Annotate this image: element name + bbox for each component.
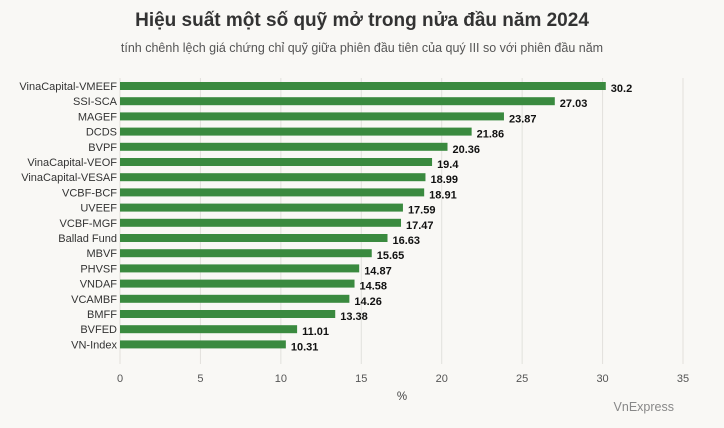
category-label: PHVSF [80, 263, 117, 275]
category-label: BMFF [87, 309, 117, 321]
category-label: MAGEF [78, 111, 117, 123]
category-label: BVPF [88, 142, 117, 154]
bar [120, 234, 388, 242]
value-label: 18.99 [430, 174, 458, 186]
bar [120, 173, 426, 182]
category-label: VCBF-MGF [60, 218, 118, 230]
x-tick-label: 25 [516, 373, 528, 385]
bar [120, 112, 504, 121]
bar [120, 218, 402, 227]
category-label: Ballad Fund [58, 233, 117, 245]
value-labels: 30.2 27.03 23.87 21.86 20.36 19.4 18.99 18.91 17… [291, 83, 632, 353]
value-label: 17.47 [406, 220, 434, 232]
x-tick-label: 35 [677, 373, 689, 385]
value-label: 11.01 [302, 326, 329, 338]
category-label: MBVF [86, 248, 117, 260]
x-tick-label: 0 [117, 373, 123, 385]
bar [120, 264, 360, 273]
value-label: 16.63 [393, 235, 421, 247]
value-label: 19.4 [437, 159, 459, 171]
category-label: DCDS [86, 127, 117, 139]
bar [120, 97, 555, 106]
value-label: 15.65 [377, 250, 405, 262]
bar [120, 82, 606, 90]
x-tick-label: 30 [596, 373, 608, 385]
category-label: UVEEF [80, 203, 117, 215]
source-credit: VnExpress [613, 400, 674, 414]
bar [120, 249, 372, 258]
x-axis-ticks: 0 5 10 15 20 25 30 35 [117, 373, 689, 385]
x-tick-label: 20 [436, 373, 448, 385]
bar [120, 340, 286, 349]
value-label: 17.59 [408, 205, 436, 217]
value-label: 18.91 [429, 189, 457, 201]
bar [120, 142, 448, 151]
x-tick-label: 5 [197, 373, 203, 385]
category-label: VinaCapital-VEOF [27, 157, 117, 169]
category-label: VinaCapital-VMEEF [19, 81, 117, 93]
bar [120, 127, 472, 136]
bar [120, 279, 355, 288]
bar [120, 325, 298, 334]
bar [120, 158, 433, 166]
value-label: 30.2 [611, 83, 632, 95]
bar [120, 188, 425, 197]
value-label: 14.58 [360, 281, 388, 293]
category-label: VinaCapital-VESAF [21, 172, 117, 184]
value-label: 14.26 [354, 296, 382, 308]
category-label: VNDAF [80, 279, 118, 291]
bar [120, 203, 403, 212]
bar [120, 310, 336, 318]
category-label: VN-Index [71, 339, 117, 351]
category-label: VCBF-BCF [62, 187, 117, 199]
value-label: 13.38 [340, 311, 368, 323]
value-label: 27.03 [560, 98, 588, 110]
x-axis-title: % [397, 391, 407, 403]
x-tick-label: 10 [275, 373, 287, 385]
bar [120, 294, 350, 303]
category-label: VCAMBF [71, 294, 117, 306]
value-label: 23.87 [509, 113, 537, 125]
value-label: 14.87 [364, 265, 392, 277]
value-label: 10.31 [291, 341, 319, 353]
chart-title: Hiệu suất một số quỹ mở trong nửa đầu nă… [135, 10, 589, 31]
category-label: SSI-SCA [73, 96, 118, 108]
x-tick-label: 15 [355, 373, 367, 385]
chart-subtitle: tính chênh lệch giá chứng chỉ quỹ giữa p… [120, 41, 604, 55]
category-label: BVFED [80, 324, 117, 336]
category-labels: VinaCapital-VMEEF SSI-SCA MAGEF DCDS BVPF Vin… [19, 81, 117, 351]
value-label: 21.86 [477, 129, 505, 141]
value-label: 20.36 [453, 144, 481, 156]
bars [120, 82, 606, 349]
